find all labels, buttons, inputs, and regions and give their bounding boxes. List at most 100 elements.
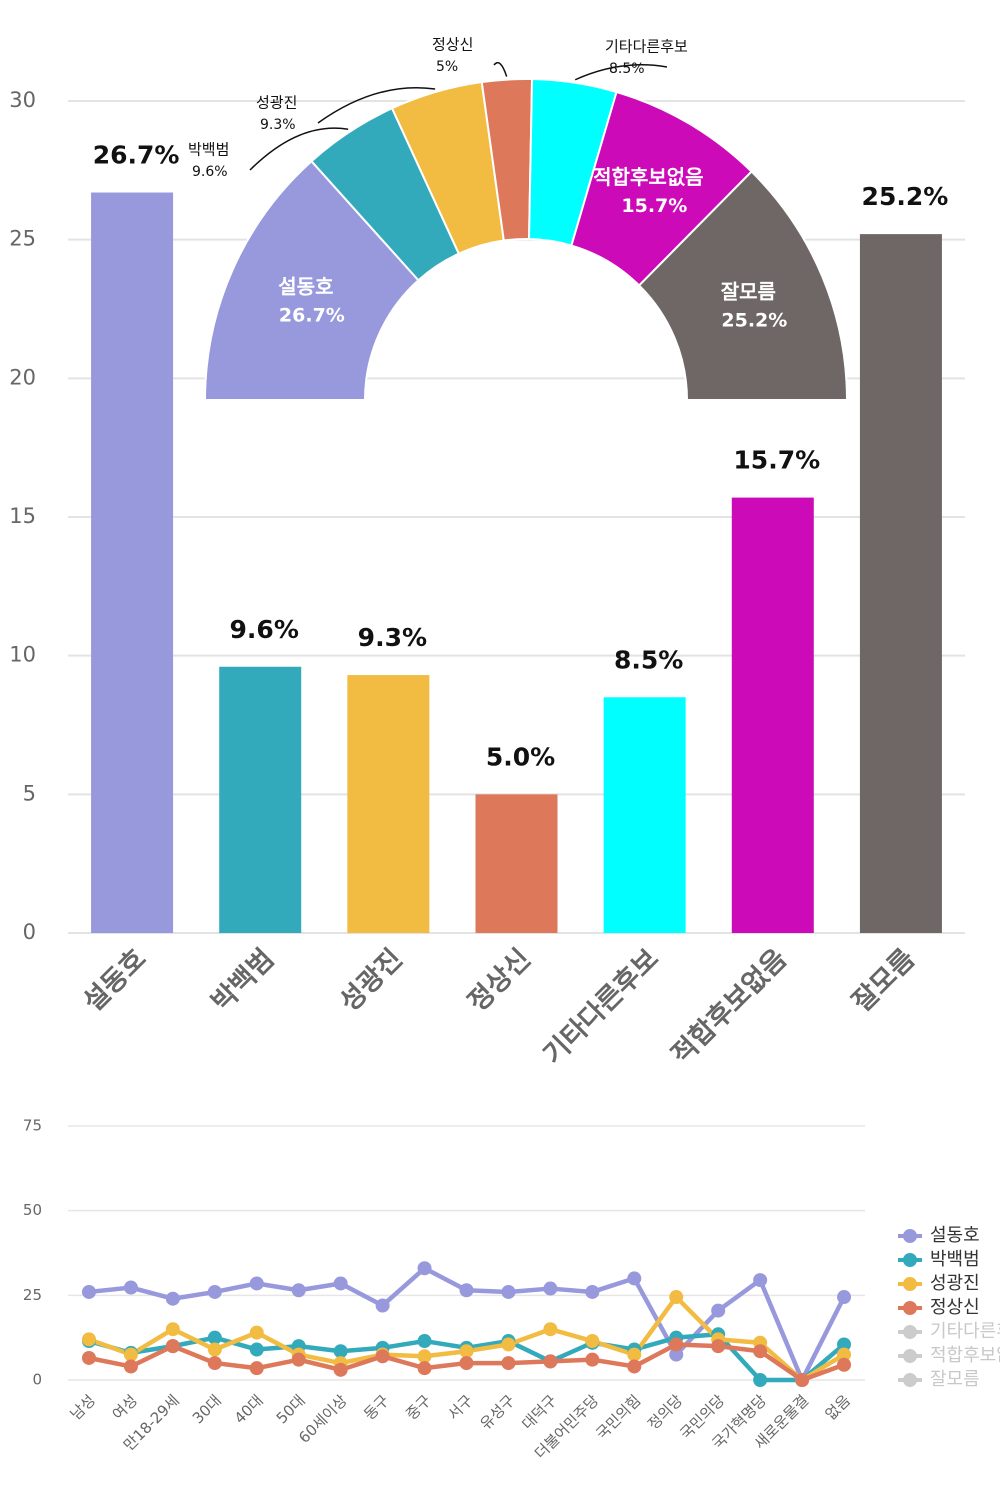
y-tick-label: 0 (23, 920, 36, 944)
x-tick-label: 성광진 (334, 943, 409, 1018)
legend-marker (903, 1349, 917, 1363)
point (165, 1339, 180, 1354)
x-tick-label: 박백범 (206, 943, 281, 1018)
point (249, 1361, 264, 1376)
point (543, 1281, 558, 1296)
y-tick-label: 30 (9, 88, 36, 112)
point (669, 1290, 684, 1305)
point (123, 1359, 138, 1374)
point (333, 1276, 348, 1291)
point (585, 1334, 600, 1349)
point (711, 1339, 726, 1354)
point (837, 1357, 852, 1372)
point (669, 1347, 684, 1362)
slice-value: 15.7% (621, 195, 687, 217)
value-label: 8.5% (614, 645, 683, 674)
point (417, 1261, 432, 1276)
point (165, 1322, 180, 1337)
legend-label[interactable]: 박백범 (930, 1249, 980, 1270)
legend-label[interactable]: 정상신 (930, 1297, 980, 1318)
slice-label: 설동호 (278, 274, 333, 298)
x-tick-label: 40대 (231, 1391, 267, 1427)
point (543, 1354, 558, 1369)
point (417, 1334, 432, 1349)
bar (91, 192, 174, 933)
slice-label: 정상신 (432, 36, 473, 54)
bar (603, 697, 686, 933)
y-tick-label: 10 (9, 643, 36, 667)
bar (475, 794, 558, 933)
legend-label[interactable]: 적합후보없음 (930, 1345, 1000, 1366)
x-tick-label: 동구 (360, 1391, 392, 1423)
y-tick-label: 20 (9, 365, 36, 389)
point (837, 1347, 852, 1362)
slice-label: 박백범 (188, 141, 229, 159)
y-tick-label: 15 (9, 504, 36, 528)
point (459, 1356, 474, 1371)
point (459, 1283, 474, 1298)
point (543, 1322, 558, 1337)
point (501, 1337, 516, 1352)
bar (347, 675, 430, 933)
y-tick-label: 50 (23, 1201, 42, 1219)
x-tick-label: 정상신 (462, 943, 537, 1018)
point (207, 1342, 222, 1357)
slice-value: 9.6% (192, 164, 228, 180)
x-tick-label: 국민의힘 (593, 1391, 645, 1443)
point (585, 1352, 600, 1367)
value-label: 15.7% (733, 446, 820, 475)
bar (731, 497, 814, 933)
bar (219, 666, 302, 933)
point (333, 1362, 348, 1377)
point (291, 1283, 306, 1298)
x-tick-label: 서구 (444, 1391, 476, 1423)
point (501, 1356, 516, 1371)
point (753, 1273, 768, 1288)
point (249, 1325, 264, 1340)
point (753, 1373, 768, 1387)
point (165, 1291, 180, 1306)
point (837, 1337, 852, 1352)
slice-label: 적합후보없음 (593, 165, 703, 189)
y-tick-label: 25 (9, 227, 36, 251)
value-label: 26.7% (93, 141, 180, 170)
point (837, 1290, 852, 1305)
value-label: 5.0% (486, 742, 555, 771)
slice-value: 8.5% (609, 61, 645, 77)
point (669, 1337, 684, 1352)
x-tick-label: 50대 (273, 1391, 309, 1427)
point (81, 1284, 96, 1299)
slice-label: 성광진 (256, 94, 297, 112)
point (375, 1298, 390, 1313)
leader-line (249, 127, 349, 171)
legend-marker (903, 1277, 917, 1291)
point (207, 1284, 222, 1299)
x-tick-label: 유성구 (476, 1391, 518, 1433)
point (585, 1284, 600, 1299)
value-label: 25.2% (862, 182, 949, 211)
legend-label[interactable]: 잘모름 (930, 1369, 980, 1390)
x-tick-label: 여성 (109, 1391, 141, 1423)
x-tick-label: 기타다른후보 (538, 943, 665, 1070)
slice-value: 25.2% (721, 310, 787, 332)
legend-label[interactable]: 설동호 (930, 1225, 980, 1246)
point (417, 1349, 432, 1364)
point (375, 1349, 390, 1364)
legend-label[interactable]: 기타다른후보 (930, 1321, 1000, 1342)
legend-marker (903, 1325, 917, 1339)
y-tick-label: 5 (23, 781, 36, 805)
x-tick-label: 30대 (189, 1391, 225, 1427)
value-label: 9.6% (230, 615, 299, 644)
x-tick-label: 적합후보없음 (666, 943, 793, 1070)
value-label: 9.3% (358, 623, 427, 652)
legend-marker (903, 1229, 917, 1243)
point (81, 1332, 96, 1347)
legend-label[interactable]: 성광진 (930, 1273, 980, 1294)
point (333, 1344, 348, 1359)
point (459, 1344, 474, 1359)
point (81, 1350, 96, 1365)
y-tick-label: 75 (23, 1117, 42, 1135)
slice-label: 기타다른후보 (605, 38, 688, 56)
leader-line (493, 61, 508, 77)
